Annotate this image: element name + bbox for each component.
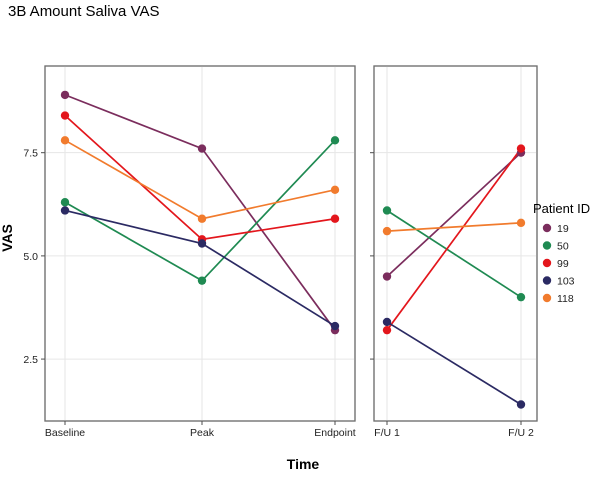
data-point-103: [60, 206, 70, 215]
series-line-99-follow-up: [386, 148, 522, 331]
data-point-118: [197, 214, 207, 223]
legend: Patient ID 19 50 99 103 118: [533, 201, 590, 305]
legend-label-50: 50: [557, 241, 569, 253]
data-point-99: [330, 214, 340, 223]
panel-border: [44, 65, 356, 422]
data-point-103: [197, 239, 207, 248]
data-point-50: [60, 198, 70, 207]
x-tick-label: F/U 1: [374, 427, 400, 439]
data-point-103: [382, 317, 392, 327]
x-tick-label: Peak: [190, 427, 215, 439]
x-axis-title: Time: [287, 456, 320, 472]
legend-title: Patient ID: [533, 201, 590, 216]
data-point-50: [330, 136, 340, 145]
data-point-50: [382, 206, 392, 215]
data-point-99: [516, 144, 526, 153]
data-point-19: [382, 272, 392, 281]
panel-border: [373, 65, 538, 422]
panel-frame: [373, 65, 538, 422]
data-point-103: [516, 400, 526, 409]
data-point-99: [60, 111, 70, 120]
y-axis-title: VAS: [0, 224, 15, 252]
legend-label-99: 99: [557, 258, 569, 270]
series-line-19-follow-up: [386, 152, 522, 278]
data-point-19: [197, 144, 207, 153]
data-point-99: [382, 325, 392, 335]
data-point-50: [197, 276, 207, 285]
y-tick-label: 2.5: [23, 354, 38, 366]
data-point-19: [60, 90, 70, 100]
data-point-118: [516, 218, 526, 228]
legend-swatch-103: [542, 276, 552, 285]
panel-follow-up: F/U 1 F/U 2: [370, 65, 538, 439]
legend-label-103: 103: [557, 276, 575, 288]
x-tick-label: F/U 2: [508, 427, 534, 439]
data-point-50: [516, 292, 526, 302]
series-line-118-follow-up: [386, 222, 522, 232]
y-tick-label: 7.5: [23, 148, 38, 160]
legend-swatch-19: [542, 223, 552, 233]
data-point-118: [60, 136, 70, 145]
chart-title: 3B Amount Saliva VAS: [8, 3, 159, 20]
legend-swatch-50: [542, 241, 552, 250]
x-tick-label: Endpoint: [314, 427, 356, 439]
legend-label-19: 19: [557, 223, 569, 235]
data-point-118: [330, 185, 340, 195]
series-line-103-follow-up: [386, 321, 522, 406]
data-point-103: [330, 321, 340, 331]
data-point-118: [382, 226, 392, 236]
panel-main: Baseline Peak Endpoint 2.5 5.0 7.5: [23, 65, 356, 439]
legend-label-118: 118: [557, 293, 574, 305]
legend-swatch-99: [542, 258, 552, 268]
panels-layer: Baseline Peak Endpoint 2.5 5.0 7.5 F/U 1 F/U 2: [23, 65, 538, 439]
series-line-50-follow-up: [386, 209, 522, 298]
y-tick-label: 5.0: [23, 251, 38, 263]
legend-swatch-118: [542, 293, 552, 303]
x-tick-label: Baseline: [45, 427, 85, 439]
